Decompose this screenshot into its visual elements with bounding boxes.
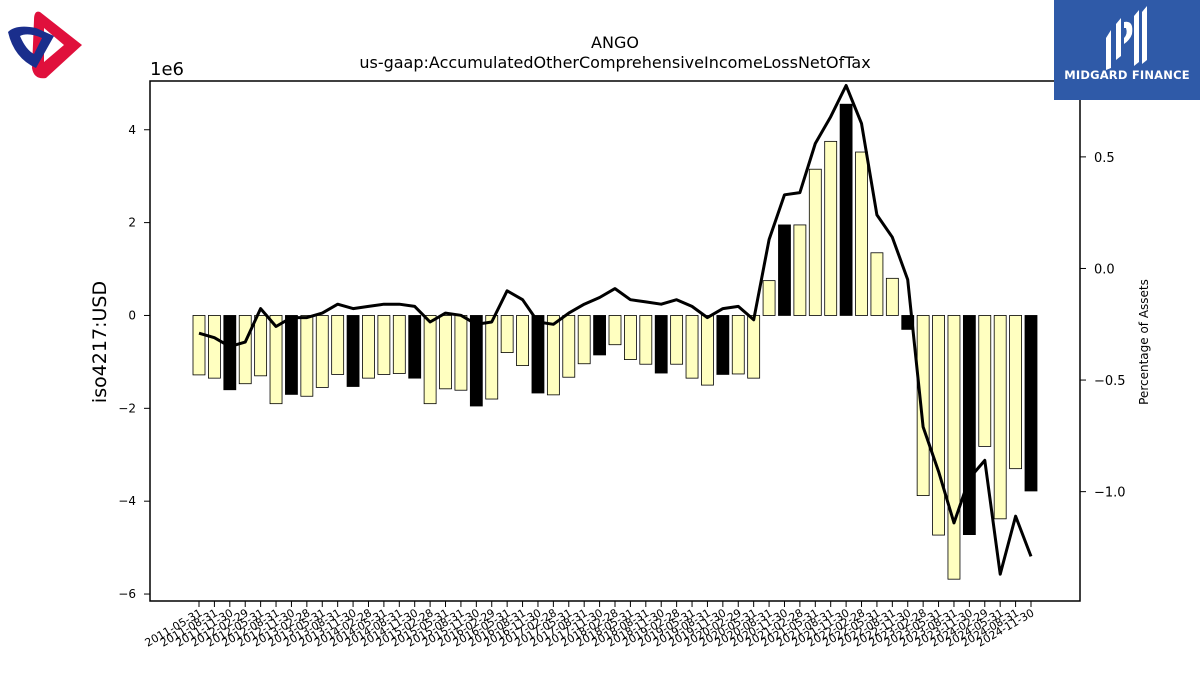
y-tick-label: 0 <box>128 308 136 322</box>
bar <box>531 315 545 394</box>
bar <box>469 315 483 407</box>
bar <box>315 315 329 388</box>
bar <box>546 315 560 396</box>
y-tick-label: 2 <box>128 216 136 230</box>
y-axis-ticks: −6 −4 −2 0 2 4 <box>118 123 150 601</box>
bar <box>593 315 606 356</box>
bar <box>577 315 591 365</box>
bar <box>670 315 684 365</box>
bar <box>808 168 822 316</box>
bar <box>562 315 576 378</box>
chart-subtitle: us-gaap:AccumulatedOtherComprehensiveInc… <box>359 53 870 72</box>
bar <box>701 315 714 386</box>
bar <box>855 151 868 316</box>
bar <box>747 315 761 379</box>
bar <box>731 315 745 375</box>
bar <box>208 315 221 379</box>
bar <box>962 315 976 536</box>
brand-name: MIDGARD FINANCE <box>1064 68 1190 82</box>
bar <box>1009 315 1022 470</box>
bar <box>916 315 930 497</box>
y2-axis-ticks: −1.0 −0.5 0.0 0.5 <box>1080 151 1126 501</box>
bar <box>192 315 206 376</box>
bar <box>624 315 637 360</box>
bar <box>439 315 452 390</box>
bar <box>608 315 622 346</box>
bar <box>423 315 437 405</box>
y-tick-label: 4 <box>128 123 136 137</box>
bar <box>516 315 529 367</box>
bar <box>932 315 945 536</box>
bar <box>978 315 992 447</box>
bar <box>500 315 514 354</box>
y-multiplier: 1e6 <box>150 59 184 80</box>
percentage-of-assets-line <box>198 84 1033 576</box>
bar <box>392 315 406 374</box>
bar <box>639 315 653 365</box>
bar <box>716 315 730 375</box>
bar <box>223 315 237 391</box>
logo-blue-shape-icon <box>8 26 54 69</box>
y2-axis-label: Percentage of Assets <box>1137 279 1151 405</box>
bar <box>778 224 791 316</box>
y2-tick-label: −1.0 <box>1094 486 1126 501</box>
chart-title: ANGO <box>591 33 639 52</box>
bar <box>346 315 360 387</box>
bar <box>685 315 699 379</box>
bar <box>762 280 776 316</box>
bar <box>408 315 422 379</box>
bar <box>331 315 345 375</box>
bar <box>300 315 314 397</box>
bar <box>454 315 468 391</box>
y-tick-label: −6 <box>118 587 136 601</box>
bar <box>485 315 499 400</box>
midgard-emblem-icon <box>1106 6 1147 70</box>
bar <box>870 252 884 316</box>
y2-tick-label: 0.0 <box>1094 262 1115 277</box>
bar <box>993 315 1007 520</box>
bar <box>285 315 298 395</box>
bar <box>1024 315 1038 492</box>
logo-red-shape-icon <box>32 11 82 79</box>
bar <box>238 315 252 385</box>
bar <box>824 140 838 316</box>
bar <box>362 315 375 379</box>
bar <box>793 224 807 316</box>
midgard-finance-logo: MIDGARD FINANCE <box>1054 0 1200 100</box>
bar <box>947 315 961 580</box>
y2-tick-label: 0.5 <box>1094 151 1115 166</box>
bar <box>885 277 899 316</box>
x-axis-ticks: 2011-05-312011-08-312011-11-302012-02-29… <box>143 601 1037 650</box>
y-axis-label: iso4217:USD <box>89 281 111 403</box>
y-tick-label: −4 <box>118 494 136 508</box>
bar <box>254 315 268 377</box>
bars <box>192 103 1038 580</box>
bar <box>377 315 391 375</box>
y2-tick-label: −0.5 <box>1094 374 1126 389</box>
bar <box>269 315 283 405</box>
bar <box>654 315 668 374</box>
y-tick-label: −2 <box>118 401 136 415</box>
bar <box>839 103 853 316</box>
company-logo <box>6 10 86 80</box>
